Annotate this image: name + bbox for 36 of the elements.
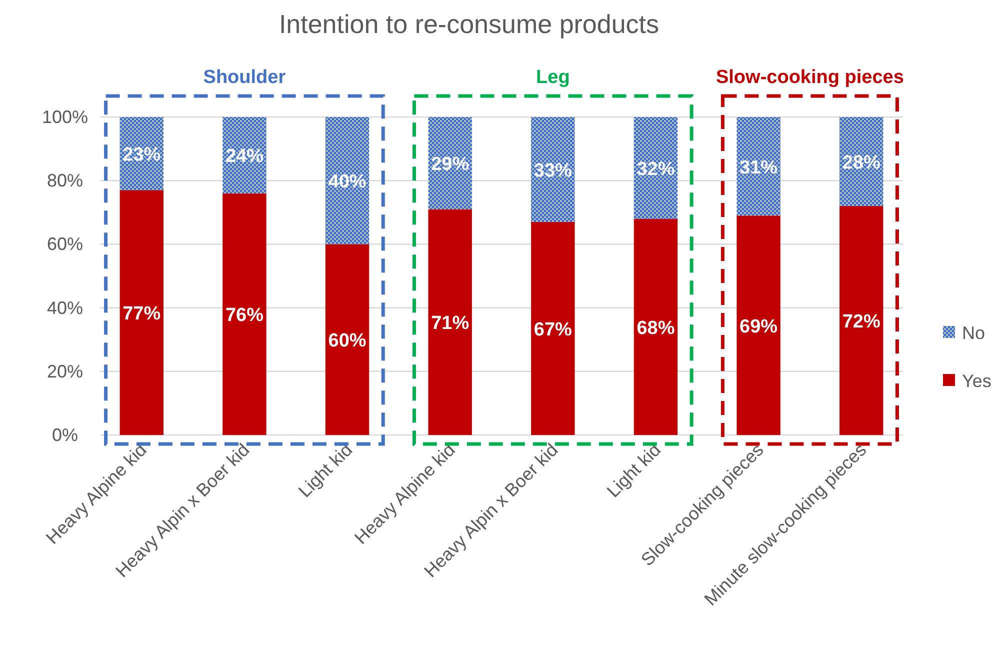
bar: [222, 193, 266, 435]
bar: [531, 222, 575, 435]
bar: [325, 244, 370, 435]
y-tick-label: 20%: [46, 361, 84, 382]
bar: [120, 117, 164, 190]
legend-label: No: [962, 323, 986, 343]
bar: [736, 216, 780, 435]
bar: [325, 117, 370, 244]
bar: [736, 117, 780, 216]
data-label: 71%: [431, 313, 470, 334]
bar: [531, 117, 575, 222]
data-label: 68%: [636, 318, 675, 339]
data-label: 72%: [842, 312, 880, 333]
data-label: 77%: [122, 304, 161, 325]
bar: [428, 209, 472, 435]
y-tick-label: 100%: [42, 107, 88, 127]
chart-title: Intention to re-consume products: [278, 9, 660, 39]
bar: [428, 117, 472, 210]
text: Shoulder: [203, 67, 286, 88]
legend-label: Yes: [962, 371, 992, 391]
bar: [840, 117, 884, 206]
text: Slow-cooking pieces: [716, 67, 904, 88]
bar: [840, 206, 884, 435]
bar: [222, 117, 266, 194]
bar: [634, 218, 678, 435]
y-tick-label: 80%: [46, 170, 84, 191]
data-label: 60%: [328, 330, 366, 352]
bar: [634, 117, 678, 219]
data-label: 76%: [225, 305, 264, 326]
bar: [120, 190, 164, 435]
data-label: 69%: [740, 316, 778, 338]
y-tick-label: 0%: [52, 425, 78, 445]
y-tick-label: 40%: [46, 298, 84, 318]
data-label: 67%: [534, 319, 572, 340]
text: Leg: [536, 67, 570, 88]
y-tick-label: 60%: [46, 234, 84, 254]
